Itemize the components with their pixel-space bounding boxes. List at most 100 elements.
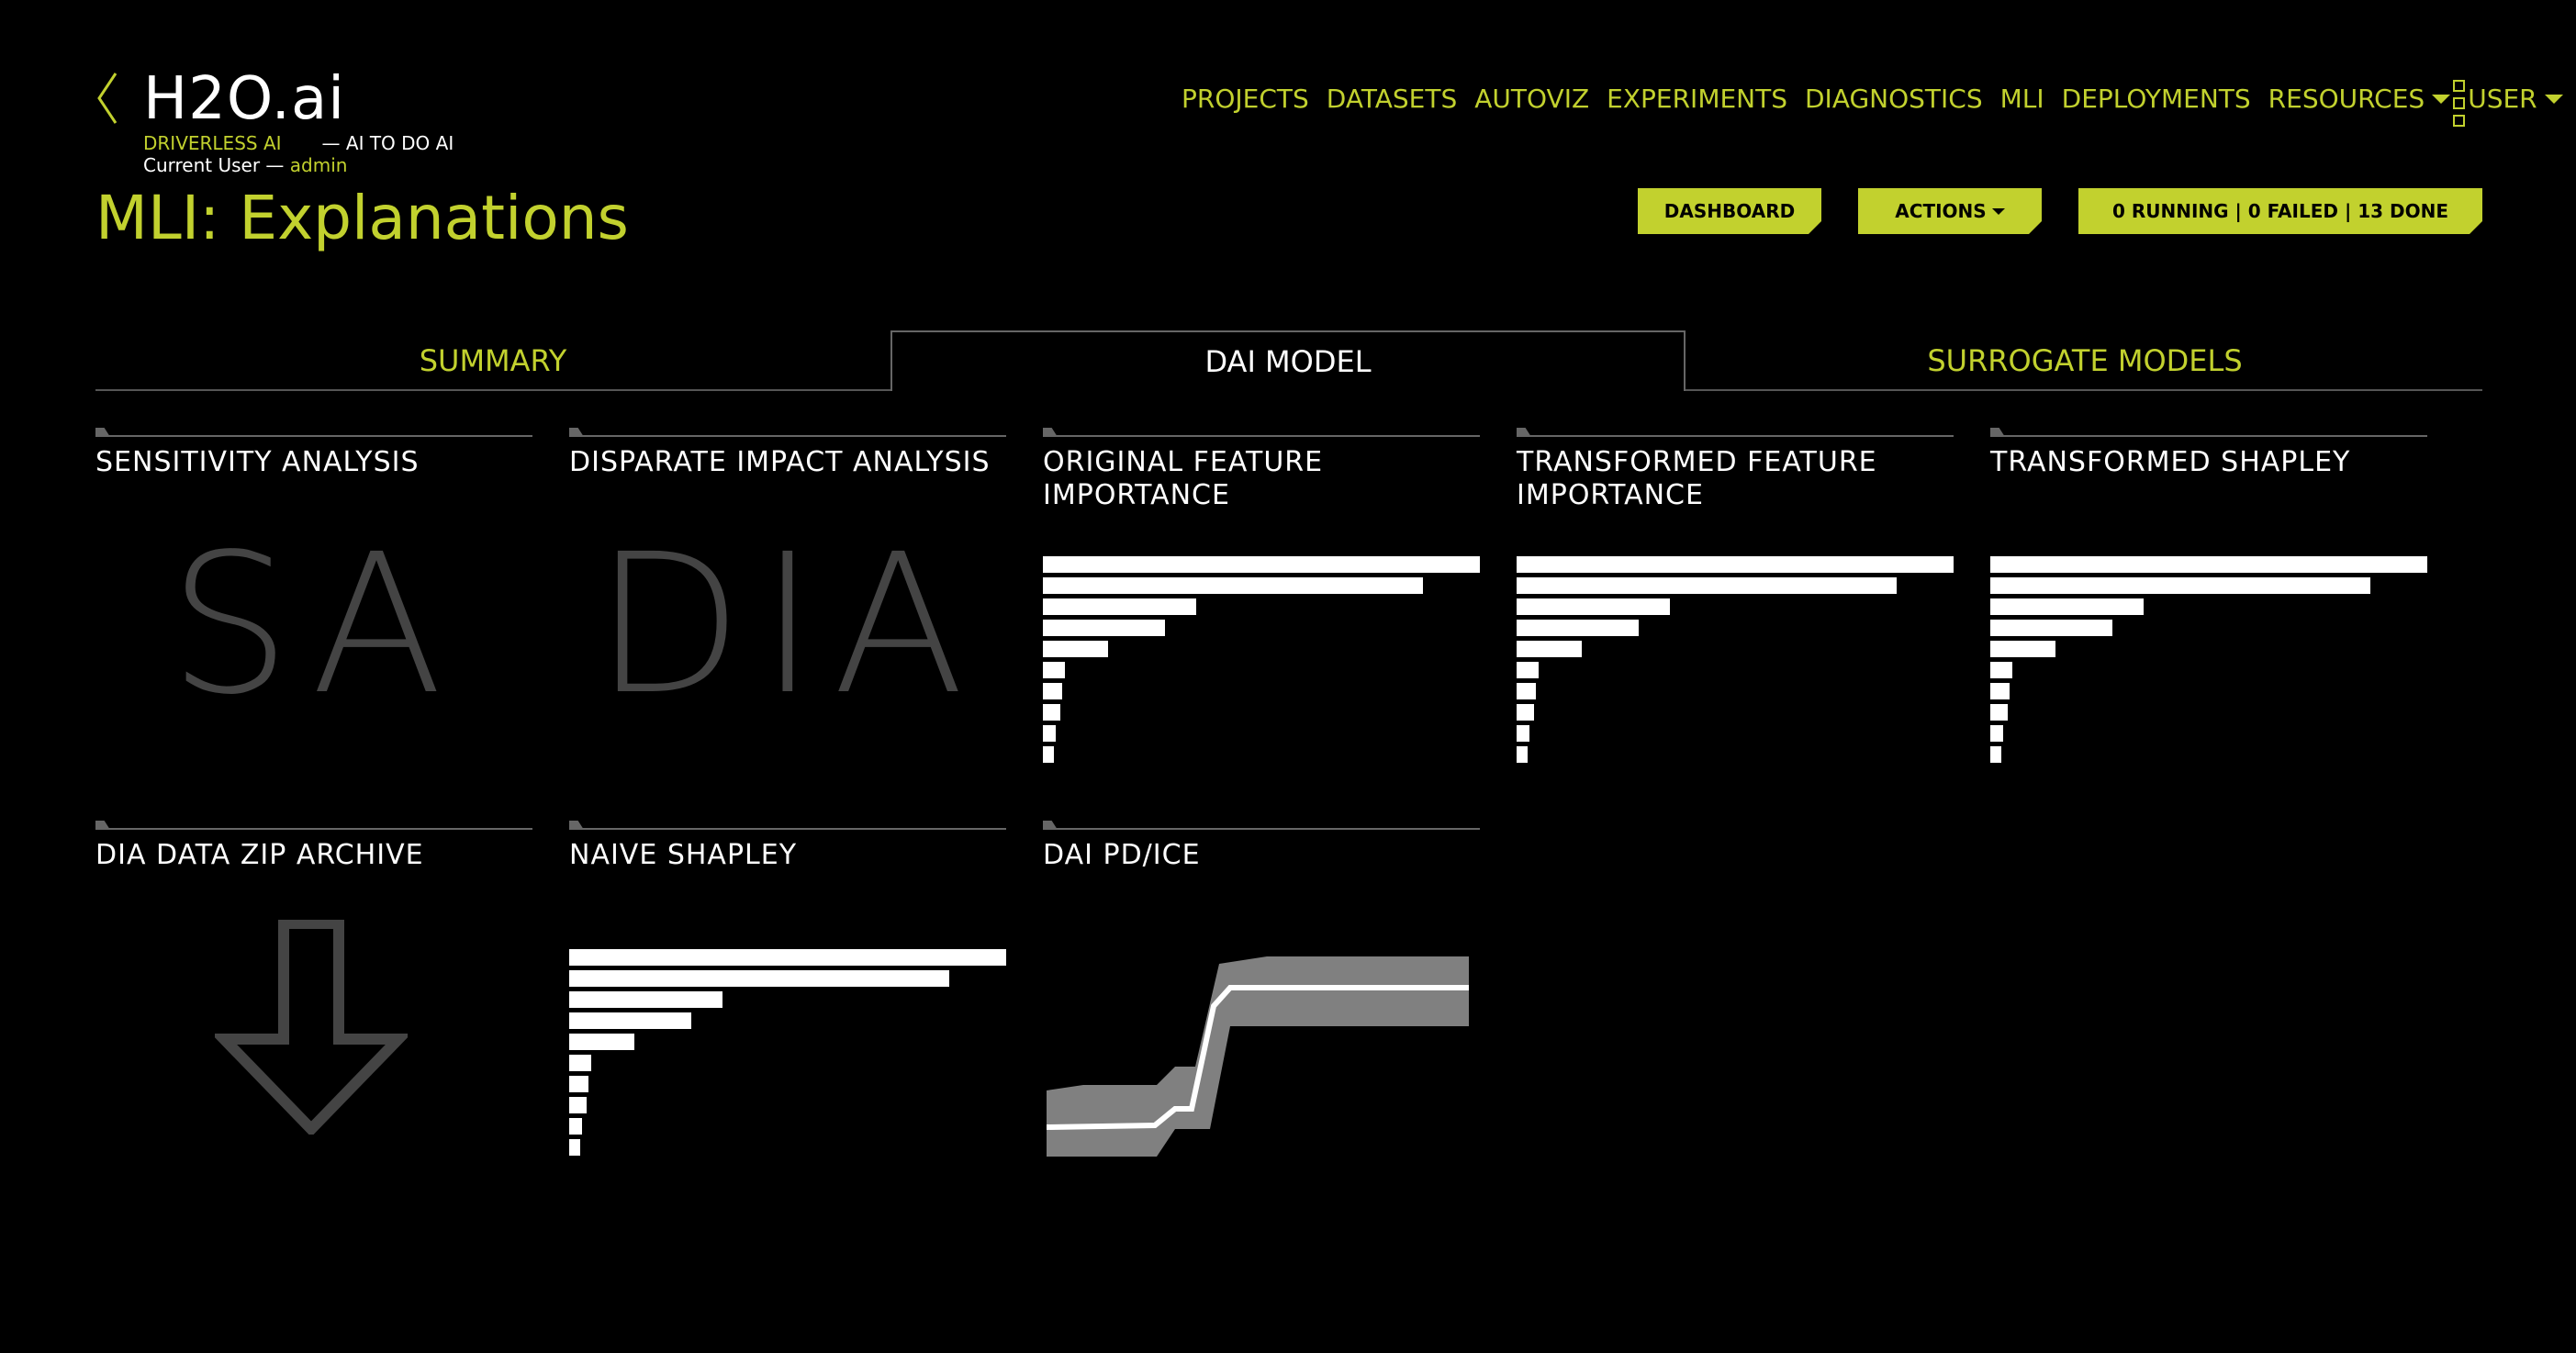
importance-bar	[1517, 598, 1670, 615]
importance-bar	[569, 949, 1006, 966]
tile-rule	[569, 828, 1006, 830]
tile-notch	[1990, 428, 2005, 437]
product-name: DRIVERLESS AI	[143, 132, 282, 154]
importance-bar	[1043, 577, 1424, 594]
back-chevron-icon[interactable]	[95, 72, 119, 125]
current-user-name[interactable]: admin	[289, 154, 348, 176]
current-user-label: Current User —	[143, 154, 285, 176]
nav-diagnostics[interactable]: DIAGNOSTICS	[1805, 84, 1983, 114]
importance-bar	[1990, 620, 2113, 636]
tile-naive-shapley[interactable]: NAIVE SHAPLEY	[569, 821, 1006, 1188]
importance-bar	[1990, 725, 2004, 742]
tile-original-feature-importance[interactable]: ORIGINAL FEATURE IMPORTANCE	[1043, 428, 1480, 795]
tab-surrogate-models[interactable]: SURROGATE MODELS	[1927, 343, 2243, 378]
importance-bar	[569, 1055, 591, 1071]
importance-bar	[569, 970, 950, 987]
nav-user[interactable]: USER	[2468, 81, 2563, 117]
importance-bar	[1990, 598, 2144, 615]
importance-bar	[1517, 662, 1539, 678]
chevron-down-icon	[2432, 95, 2451, 104]
tile-notch	[95, 821, 110, 830]
tile-title: DIA DATA ZIP ARCHIVE	[95, 839, 424, 871]
importance-bar	[569, 1076, 589, 1092]
chevron-down-icon	[1992, 208, 2005, 215]
tile-transformed-shapley[interactable]: TRANSFORMED SHAPLEY	[1990, 428, 2427, 795]
chevron-down-icon	[2544, 95, 2563, 104]
pd-ice-line	[1047, 985, 1469, 1130]
tile-rule	[95, 828, 532, 830]
job-status-button[interactable]: 0 RUNNING | 0 FAILED | 13 DONE	[2078, 188, 2482, 234]
tile-title: NAIVE SHAPLEY	[569, 839, 798, 871]
nav-user-label: USER	[2468, 84, 2537, 114]
download-arrow-icon	[215, 920, 408, 1135]
importance-bar	[1517, 620, 1640, 636]
feature-importance-bars	[1043, 556, 1480, 767]
tile-rule	[569, 435, 1006, 437]
product-tagline: — AI TO DO AI	[321, 132, 454, 154]
importance-bar	[1990, 662, 2012, 678]
importance-bar	[1043, 704, 1061, 721]
feature-importance-bars	[1517, 556, 1954, 767]
tile-dai-pd-ice[interactable]: DAI PD/ICE	[1043, 821, 1480, 1188]
product-line: DRIVERLESS AI — AI TO DO AI	[143, 132, 454, 154]
tile-title: SENSITIVITY ANALYSIS	[95, 446, 420, 478]
importance-bar	[1043, 598, 1196, 615]
tile-sensitivity-analysis[interactable]: SENSITIVITY ANALYSIS SA	[95, 428, 532, 795]
tab-bar: SUMMARY DAI MODEL SURROGATE MODELS	[95, 330, 2482, 391]
importance-bar	[1990, 704, 2009, 721]
importance-bar	[569, 1034, 635, 1050]
importance-bar	[1517, 683, 1537, 699]
importance-bar	[1517, 704, 1535, 721]
tile-title: DISPARATE IMPACT ANALYSIS	[569, 446, 991, 478]
nav-mli[interactable]: MLI	[1999, 84, 2044, 114]
tile-notch	[1517, 428, 1531, 437]
pd-ice-band	[1047, 956, 1469, 1157]
importance-bar	[1043, 641, 1109, 657]
tile-rule	[1043, 828, 1480, 830]
tile-title: DAI PD/ICE	[1043, 839, 1201, 871]
actions-button[interactable]: ACTIONS	[1858, 188, 2042, 234]
importance-bar	[569, 1139, 580, 1156]
tile-notch	[569, 428, 584, 437]
importance-bar	[1043, 620, 1166, 636]
tile-disparate-impact-analysis[interactable]: DISPARATE IMPACT ANALYSIS DIA	[569, 428, 1006, 795]
nav-resources[interactable]: RESOURCES	[2268, 81, 2451, 117]
top-nav: PROJECTS DATASETS AUTOVIZ EXPERIMENTS DI…	[1182, 81, 2576, 117]
tile-rule	[95, 435, 532, 437]
nav-experiments[interactable]: EXPERIMENTS	[1607, 84, 1787, 114]
importance-bar	[1990, 683, 2010, 699]
nav-projects[interactable]: PROJECTS	[1182, 84, 1309, 114]
tile-rule	[1517, 435, 1954, 437]
tile-title: TRANSFORMED SHAPLEY	[1990, 446, 2351, 478]
feature-importance-bars	[1990, 556, 2427, 767]
tile-transformed-feature-importance[interactable]: TRANSFORMED FEATURE IMPORTANCE	[1517, 428, 1954, 795]
importance-bar	[1990, 577, 2371, 594]
tile-title: TRANSFORMED FEATURE IMPORTANCE	[1517, 446, 1877, 511]
brand-name[interactable]: H2O.ai	[143, 65, 345, 133]
importance-bar	[1043, 746, 1054, 763]
page-title: MLI: Explanations	[95, 183, 629, 253]
importance-bar	[1517, 577, 1898, 594]
tile-notch	[1043, 428, 1058, 437]
tile-dia-data-zip-archive[interactable]: DIA DATA ZIP ARCHIVE	[95, 821, 532, 1188]
tab-summary[interactable]: SUMMARY	[419, 343, 567, 378]
importance-bar	[1043, 725, 1057, 742]
nav-deployments[interactable]: DEPLOYMENTS	[2061, 84, 2251, 114]
kebab-menu-icon[interactable]	[2453, 80, 2466, 127]
importance-bar	[1043, 556, 1480, 573]
dashboard-button[interactable]: DASHBOARD	[1638, 188, 1821, 234]
nav-autoviz[interactable]: AUTOVIZ	[1474, 84, 1590, 114]
importance-bar	[1517, 641, 1583, 657]
tile-rule	[1043, 435, 1480, 437]
nav-datasets[interactable]: DATASETS	[1326, 84, 1458, 114]
pd-ice-thumbnail	[1047, 956, 1469, 1157]
current-user-line: Current User — admin	[143, 154, 347, 176]
importance-bar	[1990, 746, 2001, 763]
importance-bar	[1990, 556, 2427, 573]
tab-dai-model[interactable]: DAI MODEL	[890, 330, 1686, 391]
importance-bar	[1043, 683, 1063, 699]
tile-abbreviation: DIA	[594, 512, 981, 737]
importance-bar	[1517, 556, 1954, 573]
tile-notch	[569, 821, 584, 830]
importance-bar	[569, 1097, 588, 1113]
